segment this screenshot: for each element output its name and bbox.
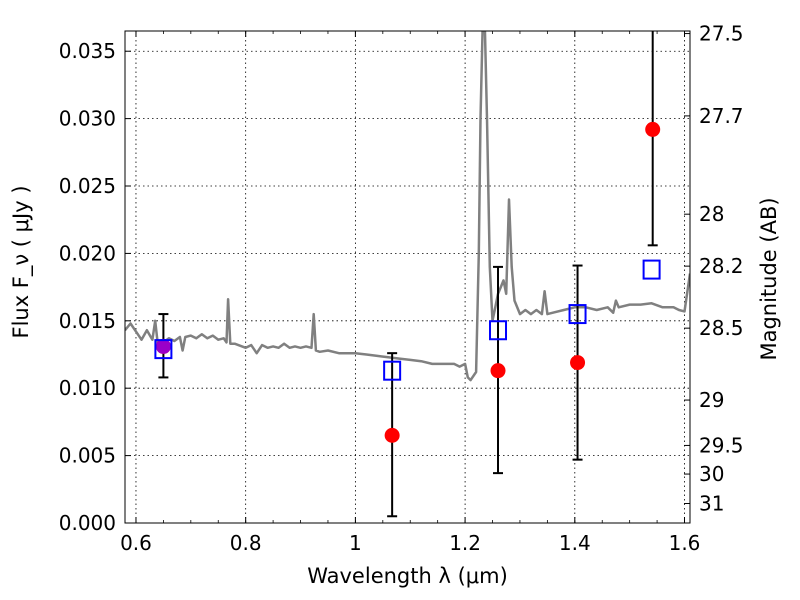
x-tick-label: 0.8 (230, 531, 262, 555)
observed-point (570, 355, 586, 371)
y-axis-title-right: Magnitude (AB) (757, 197, 781, 360)
model-point (383, 360, 402, 381)
y-tick-label: 0.035 (59, 39, 116, 63)
label-layer: 0.6 0.8 1 1.2 1.4 1.6 0.000 0.005 0.010 0.015 0.02… (59, 22, 744, 555)
mag-tick-label: 29.5 (699, 433, 744, 457)
plot-frame (124, 30, 691, 524)
model-point (642, 259, 661, 280)
mag-tick-label: 28.5 (699, 316, 744, 340)
spectrum-layer (125, 31, 690, 382)
y-tick-label: 0.030 (59, 107, 116, 131)
errorbar-layer (158, 31, 658, 518)
model-point (568, 304, 587, 325)
y-tick-label: 0.005 (59, 444, 116, 468)
tick-layer (125, 31, 690, 524)
highlight-point (155, 338, 171, 354)
model-point (489, 320, 508, 341)
marker-layer (154, 121, 661, 443)
mag-tick-label: 28.2 (699, 254, 744, 278)
spectrum-line (125, 31, 690, 382)
observed-point (645, 121, 661, 137)
mag-tick-label: 27.5 (699, 22, 744, 46)
y-tick-label: 0.020 (59, 241, 116, 265)
y-tick-label: 0.025 (59, 174, 116, 198)
x-tick-label: 0.6 (120, 531, 152, 555)
y-tick-label: 0.015 (59, 309, 116, 333)
x-tick-label: 1.4 (559, 531, 591, 555)
mag-tick-label: 29 (699, 388, 724, 412)
mag-tick-label: 31 (699, 492, 724, 516)
x-axis-title: Wavelength λ (μm) (307, 564, 508, 588)
y-axis-title-left: Flux F_ν ( μJy ) (9, 185, 34, 338)
observed-point (384, 427, 400, 443)
grid-layer (125, 31, 690, 524)
mag-tick-label: 30 (699, 462, 724, 486)
x-tick-label: 1 (349, 531, 362, 555)
mag-tick-label: 28 (699, 202, 724, 226)
model-point (154, 339, 173, 360)
y-tick-label: 0.010 (59, 376, 116, 400)
y-tick-label: 0.000 (59, 511, 116, 535)
x-tick-label: 1.6 (669, 531, 701, 555)
x-tick-label: 1.2 (449, 531, 481, 555)
mag-tick-label: 27.7 (699, 104, 744, 128)
observed-point (490, 363, 506, 379)
